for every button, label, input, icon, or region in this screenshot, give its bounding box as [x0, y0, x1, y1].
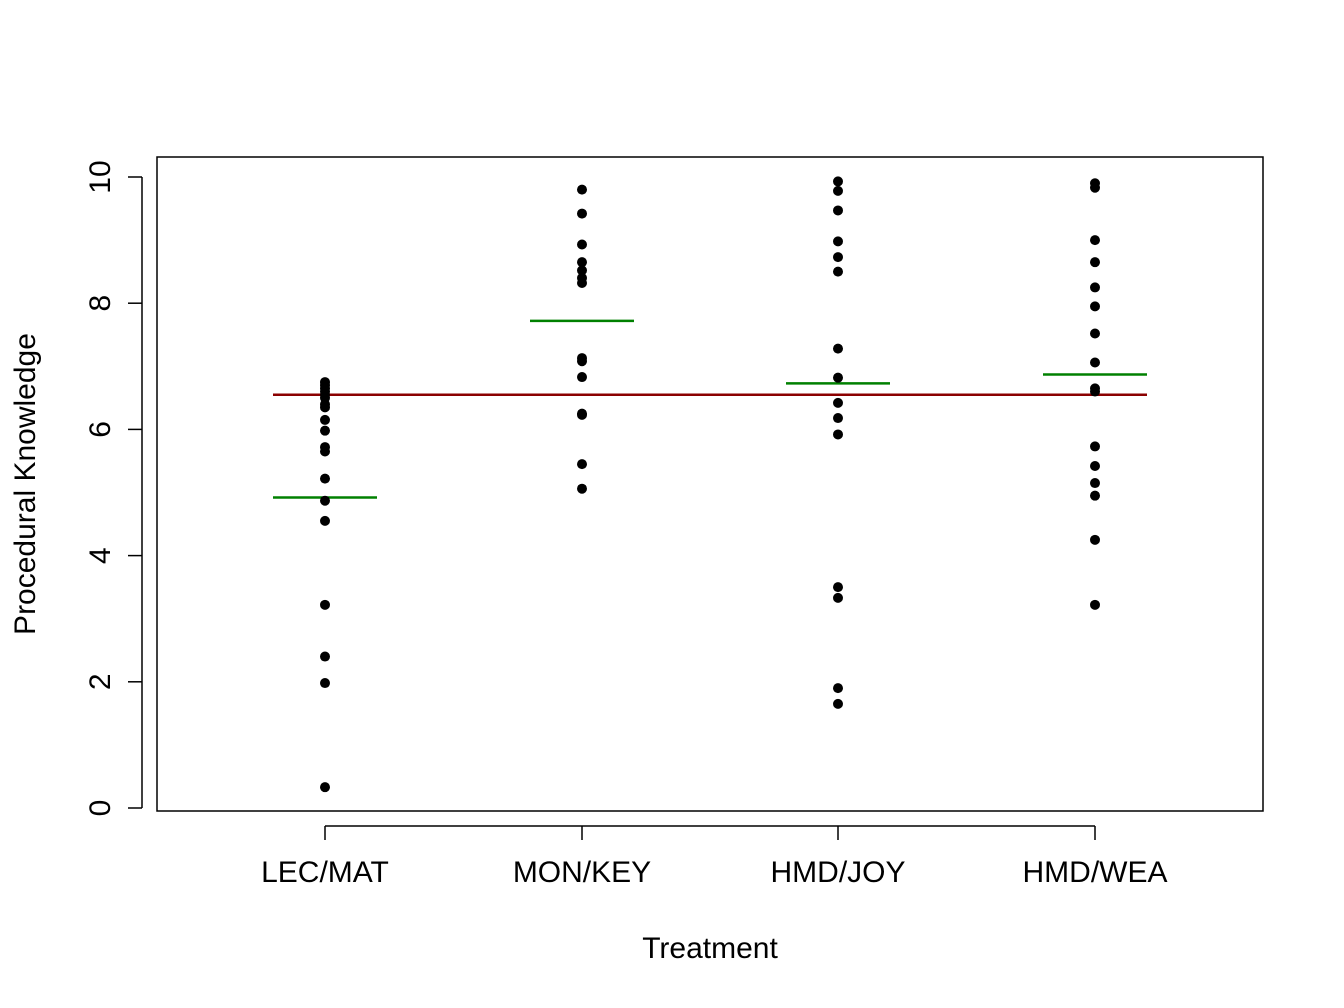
y-tick-label: 0 [84, 800, 117, 817]
data-point [1090, 282, 1100, 293]
data-point [320, 651, 330, 662]
x-tick-label: LEC/MAT [261, 856, 389, 889]
x-axis-title: Treatment [642, 932, 778, 965]
y-tick-label: 6 [84, 421, 117, 438]
data-point [1090, 460, 1100, 471]
data-point [1090, 257, 1100, 268]
data-point [577, 483, 587, 494]
data-point [833, 429, 843, 440]
y-tick-label: 2 [84, 673, 117, 690]
y-tick-label: 4 [84, 547, 117, 564]
data-point [577, 372, 587, 383]
data-point [1090, 490, 1100, 501]
group-mean-layer [273, 319, 1147, 499]
data-point [833, 343, 843, 354]
y-axis: 0 2 4 6 8 10 [84, 160, 143, 817]
data-point [833, 372, 843, 383]
data-point [833, 397, 843, 408]
data-point [320, 402, 330, 413]
data-point [833, 266, 843, 277]
data-point [577, 356, 587, 367]
data-point [1090, 235, 1100, 246]
y-axis-title: Procedural Knowledge [9, 333, 42, 635]
data-point [320, 678, 330, 689]
x-axis: LEC/MAT MON/KEY HMD/JOY HMD/WEA [261, 825, 1168, 889]
data-point [577, 184, 587, 195]
data-point [833, 185, 843, 196]
points-layer [320, 176, 1100, 793]
data-point [1090, 534, 1100, 545]
data-point [833, 582, 843, 593]
y-tick-label: 8 [84, 295, 117, 312]
data-point [1090, 478, 1100, 489]
data-point [320, 495, 330, 506]
y-tick-label: 10 [84, 160, 117, 193]
data-point [577, 257, 587, 268]
x-tick-label: HMD/WEA [1023, 856, 1168, 889]
data-point [833, 176, 843, 187]
data-point [320, 425, 330, 436]
data-point [320, 473, 330, 484]
data-point [833, 698, 843, 709]
data-point [577, 459, 587, 470]
x-tick-label: MON/KEY [513, 856, 651, 889]
data-point [833, 683, 843, 694]
data-point [320, 599, 330, 610]
data-point [577, 239, 587, 250]
data-point [1090, 357, 1100, 368]
data-point [1090, 328, 1100, 339]
data-point [577, 208, 587, 219]
data-point [833, 592, 843, 603]
data-point [577, 265, 587, 276]
data-point [320, 515, 330, 526]
plot-frame [156, 156, 1264, 812]
data-point [320, 446, 330, 457]
data-point [1090, 386, 1100, 397]
data-point [1090, 599, 1100, 610]
data-point [1090, 182, 1100, 193]
data-point [1090, 301, 1100, 312]
data-point [577, 278, 587, 289]
data-point [833, 236, 843, 247]
data-point [1090, 441, 1100, 452]
data-point [833, 413, 843, 424]
x-tick-label: HMD/JOY [771, 856, 906, 889]
data-point [577, 409, 587, 420]
data-point [833, 252, 843, 263]
data-point [320, 414, 330, 425]
data-point [833, 205, 843, 216]
data-point [320, 782, 330, 793]
